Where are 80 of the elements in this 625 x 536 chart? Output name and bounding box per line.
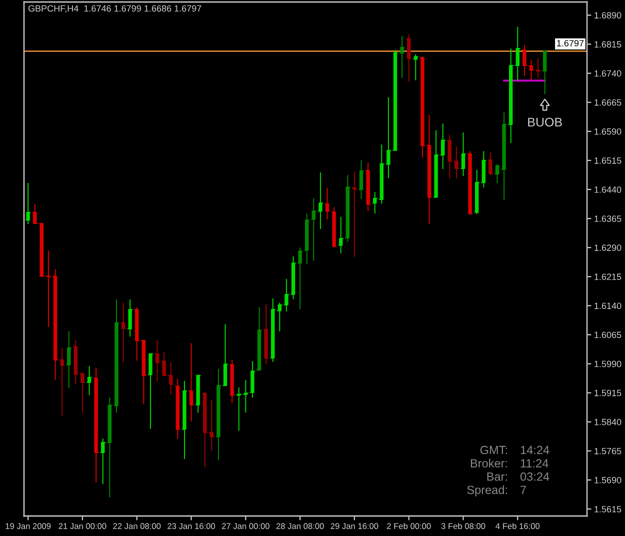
candlestick bbox=[100, 438, 106, 484]
x-tick-label: 28 Jan 08:00 bbox=[276, 523, 324, 530]
annotation: GMT: bbox=[480, 446, 507, 454]
annotation: 03:24 bbox=[520, 472, 550, 481]
candlestick bbox=[378, 144, 385, 204]
x-tick-label: 29 Jan 16:00 bbox=[330, 523, 378, 530]
candlestick bbox=[66, 330, 72, 389]
candlestick bbox=[534, 58, 542, 78]
candlestick bbox=[500, 112, 508, 200]
x-tick-label: 2 Feb 00:00 bbox=[387, 522, 431, 530]
candlestick bbox=[147, 352, 154, 430]
candlestick bbox=[215, 368, 222, 461]
candlestick bbox=[446, 134, 453, 179]
candlestick bbox=[262, 304, 270, 365]
y-tick-label: 1.5765 bbox=[594, 448, 622, 454]
candlestick bbox=[372, 192, 378, 214]
candlestick bbox=[276, 302, 283, 332]
y-tick-label: 1.6815 bbox=[594, 41, 622, 48]
y-tick-label: 1.6215 bbox=[594, 274, 622, 280]
candlestick bbox=[161, 352, 168, 377]
y-tick-label: 1.5615 bbox=[594, 506, 622, 512]
candlestick bbox=[188, 342, 194, 422]
candlestick bbox=[412, 54, 419, 81]
annotation: 14:24 bbox=[520, 446, 550, 454]
candlestick bbox=[127, 298, 134, 338]
candlestick bbox=[432, 130, 440, 198]
candlestick bbox=[181, 380, 188, 460]
candlestick bbox=[25, 182, 32, 224]
x-tick-label: 3 Feb 08:00 bbox=[441, 522, 486, 530]
y-tick-label: 1.6065 bbox=[594, 332, 622, 338]
candlestick bbox=[398, 36, 406, 78]
candlestick bbox=[466, 150, 474, 216]
candlestick bbox=[93, 367, 100, 483]
y-tick-label: 1.6440 bbox=[594, 186, 622, 193]
annotation: Spread: bbox=[467, 485, 507, 496]
x-tick-label: 22 Jan 08:00 bbox=[113, 523, 161, 530]
y-tick-label: 1.6740 bbox=[594, 70, 622, 77]
x-tick-label: 23 Jan 16:00 bbox=[168, 523, 216, 530]
candlestick bbox=[351, 171, 358, 258]
candlestick bbox=[195, 374, 202, 414]
y-tick-label: 1.6140 bbox=[594, 302, 622, 310]
candlestick bbox=[453, 146, 460, 180]
candlestick bbox=[406, 34, 412, 82]
x-tick-label: 21 Jan 00:00 bbox=[58, 523, 106, 530]
x-tick-label: 4 Feb 16:00 bbox=[496, 522, 540, 530]
candlestick bbox=[249, 360, 256, 398]
annotation: Broker: bbox=[470, 458, 507, 468]
candlestick bbox=[154, 340, 160, 382]
candlestick bbox=[542, 50, 548, 95]
candlestick bbox=[59, 347, 66, 416]
x-tick-label: 19 Jan 2009 bbox=[6, 523, 51, 530]
candlestick bbox=[296, 247, 304, 310]
candlestick bbox=[222, 324, 228, 387]
candlestick bbox=[317, 172, 324, 230]
candlestick bbox=[168, 362, 174, 396]
y-tick-label: 1.6590 bbox=[594, 128, 622, 135]
y-tick-label: 1.6890 bbox=[594, 12, 622, 19]
ref-line-label: 1.6797 bbox=[557, 40, 584, 46]
candlestick bbox=[338, 216, 344, 254]
x-tick-label: 27 Jan 00:00 bbox=[222, 523, 270, 530]
candlestick bbox=[120, 302, 126, 364]
y-tick-label: 1.6665 bbox=[594, 99, 622, 106]
y-tick-label: 1.5915 bbox=[594, 390, 622, 396]
annotation: 7 bbox=[520, 486, 526, 494]
chart-title: GBPCHF,H4 1.6746 1.6799 1.6686 1.6797 bbox=[28, 5, 202, 13]
annotation: 11:24 bbox=[520, 459, 548, 468]
y-tick-label: 1.5690 bbox=[594, 476, 622, 484]
candlestick bbox=[86, 366, 92, 396]
y-tick-label: 1.6515 bbox=[594, 157, 622, 164]
y-tick-label: 1.6290 bbox=[594, 244, 622, 251]
candlestick bbox=[364, 162, 372, 212]
y-tick-label: 1.5990 bbox=[594, 360, 622, 368]
annotation: Bar: bbox=[487, 472, 507, 481]
y-tick-label: 1.5840 bbox=[594, 418, 622, 426]
annotation: BUOB bbox=[528, 118, 562, 127]
y-tick-label: 1.6365 bbox=[594, 215, 622, 222]
candlestick bbox=[330, 206, 338, 248]
candlestick bbox=[228, 359, 236, 404]
candlestick bbox=[440, 123, 446, 170]
candlestick bbox=[487, 152, 494, 176]
